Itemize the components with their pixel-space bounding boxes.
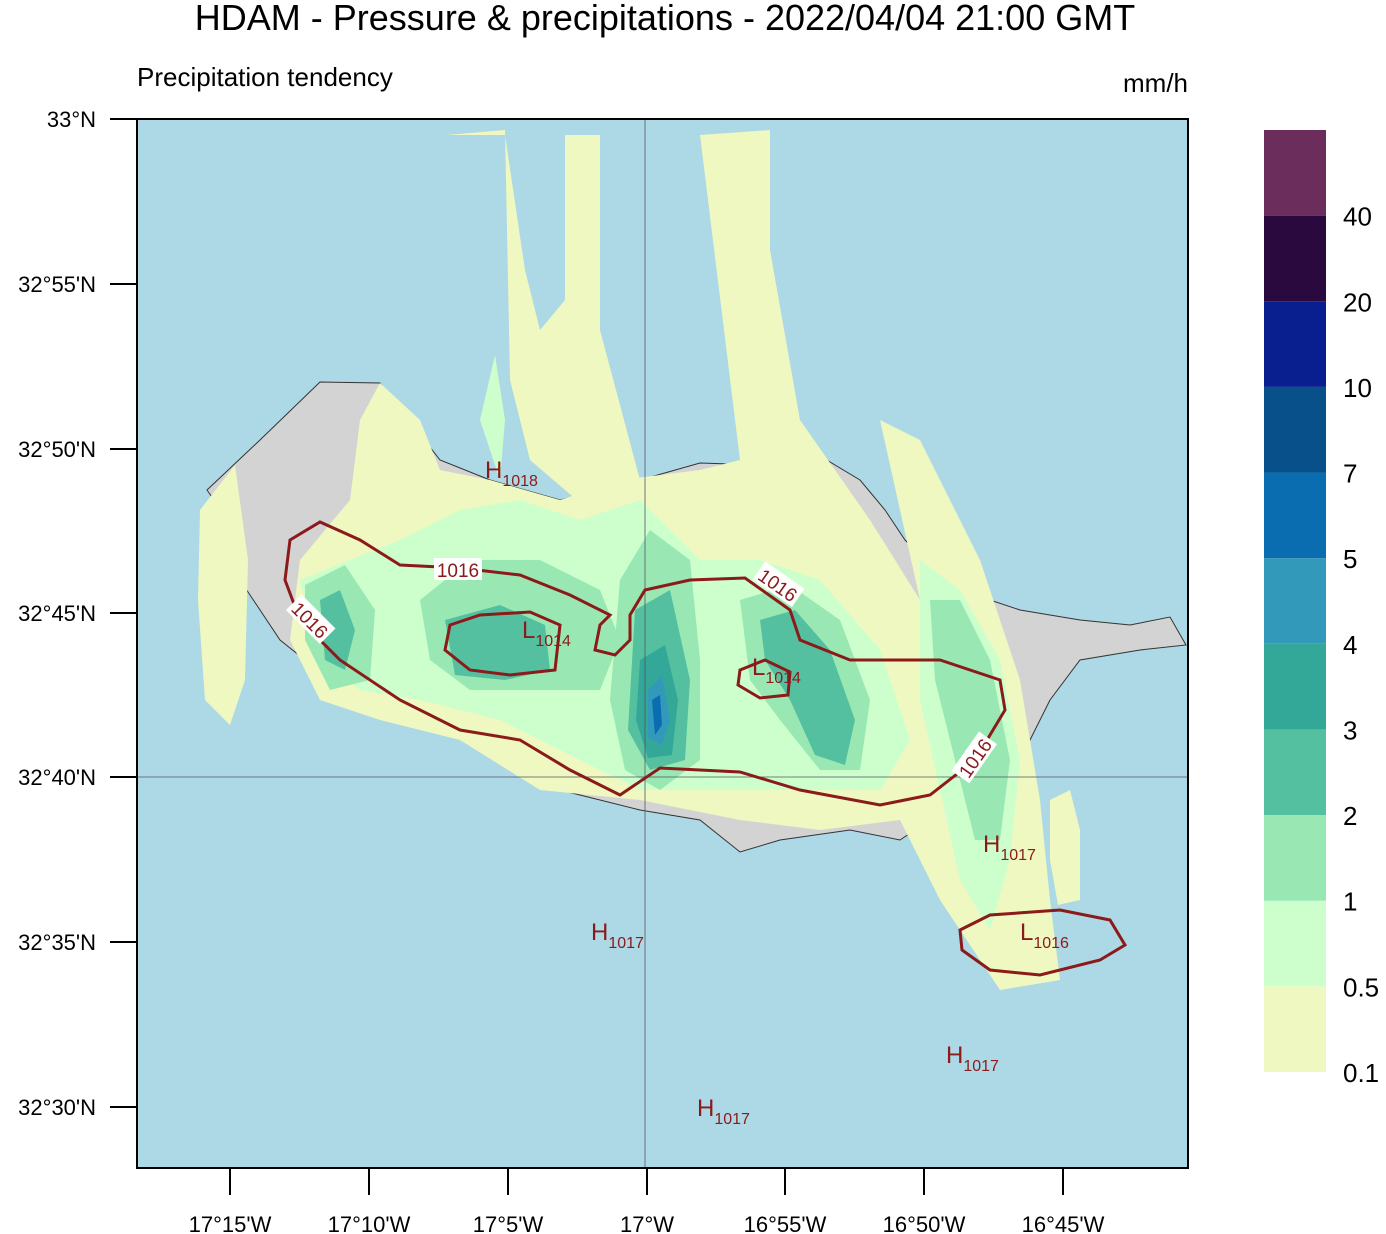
colorbar: 0.1 0.5 1 2 3 4 5 7 10 20 40 <box>1264 130 1379 1088</box>
colorbar-label: 4 <box>1343 630 1357 660</box>
colorbar-swatch <box>1264 729 1326 816</box>
pressure-kind: L <box>1020 919 1033 946</box>
pressure-center: L1016 <box>1020 919 1069 952</box>
colorbar-label: 3 <box>1343 715 1357 745</box>
lon-label: 17°W <box>620 1212 674 1234</box>
lat-label: 32°35'N <box>18 930 96 955</box>
pressure-center: L1014 <box>752 654 801 687</box>
colorbar-swatch <box>1264 643 1326 730</box>
lon-label: 17°15'W <box>189 1212 272 1234</box>
map-labels: H1018L1014L1014H1017L1016H1017H1017H1017… <box>285 457 1069 1128</box>
colorbar-swatch <box>1264 815 1326 901</box>
lon-label: 16°45'W <box>1022 1212 1105 1234</box>
lat-label: 32°50'N <box>18 437 96 462</box>
colorbar-label: 0.5 <box>1343 972 1379 1002</box>
pressure-kind: H <box>591 919 608 946</box>
lon-label: 17°5'W <box>473 1212 544 1234</box>
colorbar-label: 20 <box>1343 287 1372 317</box>
colorbar-swatch <box>1264 900 1326 987</box>
lon-label: 16°55'W <box>744 1212 827 1234</box>
lat-label: 33°N <box>47 107 96 132</box>
colorbar-swatch <box>1264 986 1326 1072</box>
contour-label-bg <box>285 594 336 645</box>
pressure-kind: L <box>522 617 535 644</box>
contour-label: 1016 <box>434 558 482 582</box>
colorbar-swatch <box>1264 301 1326 387</box>
pressure-value: 1017 <box>1000 847 1036 864</box>
colorbar-swatch <box>1264 472 1326 559</box>
colorbar-swatch <box>1264 386 1326 473</box>
axes: 33°N 32°55'N 32°50'N 32°45'N 32°40'N 32°35'N 3… <box>18 107 1104 1234</box>
colorbar-swatch <box>1264 130 1326 216</box>
pressure-value: 1018 <box>502 473 538 490</box>
pressure-value: 1017 <box>963 1058 999 1075</box>
pressure-center: H1017 <box>983 831 1036 864</box>
pressure-kind: H <box>485 457 502 484</box>
pressure-center: L1014 <box>522 617 571 650</box>
lat-label: 32°40'N <box>18 765 96 790</box>
pressure-value: 1017 <box>608 935 644 952</box>
contour-label-bg <box>752 561 805 607</box>
pressure-center: H1018 <box>485 457 538 490</box>
title: HDAM - Pressure & precipitations - 2022/… <box>195 0 1135 38</box>
colorbar-label: 7 <box>1343 459 1357 489</box>
contour-label-bg <box>434 558 482 580</box>
pressure-center: H1017 <box>697 1095 750 1128</box>
lat-label: 32°30'N <box>18 1095 96 1120</box>
lat-label: 32°55'N <box>18 272 96 297</box>
frame <box>136 118 1189 1169</box>
pressure-value: 1014 <box>535 633 571 650</box>
colorbar-label: 5 <box>1343 544 1357 574</box>
colorbar-label: 2 <box>1343 801 1357 831</box>
lat-label: 32°45'N <box>18 601 96 626</box>
colorbar-swatch <box>1264 215 1326 302</box>
pressure-value: 1016 <box>1033 935 1069 952</box>
lon-label: 17°10'W <box>328 1212 411 1234</box>
colorbar-label: 40 <box>1343 202 1372 232</box>
pressure-center: H1017 <box>946 1042 999 1075</box>
colorbar-label: 1 <box>1343 887 1357 917</box>
pressure-kind: H <box>946 1042 963 1069</box>
pressure-center: H1017 <box>591 919 644 952</box>
unit: mm/h <box>1123 68 1188 98</box>
pressure-kind: H <box>983 831 1000 858</box>
pressure-kind: L <box>752 654 765 681</box>
colorbar-label: 0.1 <box>1343 1058 1379 1088</box>
pressure-value: 1014 <box>765 670 801 687</box>
lon-label: 16°50'W <box>883 1212 966 1234</box>
pressure-kind: H <box>697 1095 714 1122</box>
map-area: H1018L1014L1014H1017L1016H1017H1017H1017… <box>137 119 1188 1168</box>
precip-strong <box>636 645 678 758</box>
contour-label-text: 1016 <box>437 561 479 582</box>
pressure-value: 1017 <box>714 1111 750 1128</box>
colorbar-label: 10 <box>1343 373 1372 403</box>
contour-label-bg <box>951 731 997 784</box>
subtitle: Precipitation tendency <box>137 62 393 92</box>
colorbar-swatch <box>1264 558 1326 644</box>
